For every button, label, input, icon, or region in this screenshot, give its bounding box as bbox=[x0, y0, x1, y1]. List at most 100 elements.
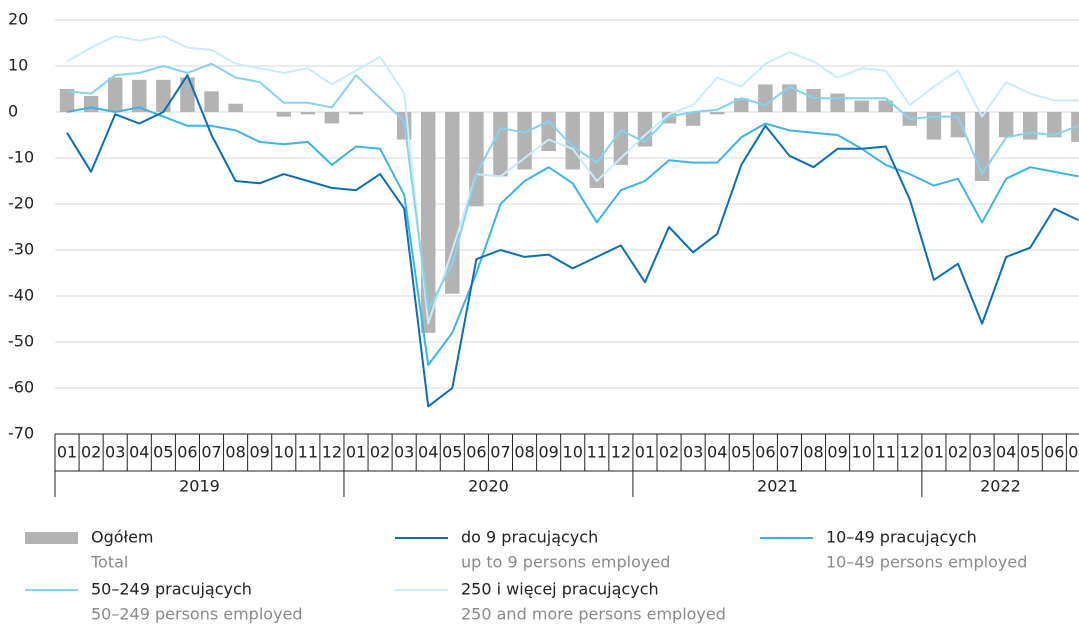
legend-label-en: 10–49 persons employed bbox=[826, 553, 1027, 572]
x-tick-label: 11 bbox=[298, 443, 318, 462]
x-tick-label: 05 bbox=[153, 443, 173, 462]
bar bbox=[998, 112, 1014, 138]
y-tick-label: 20 bbox=[8, 10, 28, 29]
bar bbox=[300, 112, 316, 115]
bar bbox=[348, 112, 364, 115]
line-series bbox=[66, 35, 1079, 325]
x-tick-label: 12 bbox=[900, 443, 920, 462]
x-tick-label: 05 bbox=[731, 443, 751, 462]
line-series bbox=[66, 62, 1079, 311]
bar bbox=[830, 93, 845, 112]
bar bbox=[950, 112, 966, 138]
bar bbox=[613, 112, 629, 165]
y-tick-label: -10 bbox=[8, 148, 34, 167]
x-tick-label: 12 bbox=[322, 443, 342, 462]
bar bbox=[758, 84, 773, 112]
legend-label: do 9 pracujących bbox=[461, 528, 598, 547]
bar bbox=[132, 79, 147, 112]
bar bbox=[782, 84, 797, 112]
bar bbox=[1047, 112, 1062, 138]
x-tick-label: 01 bbox=[57, 443, 77, 462]
year-label: 2022 bbox=[980, 477, 1021, 496]
legend-label-en: up to 9 persons employed bbox=[461, 553, 670, 572]
x-tick-label: 10 bbox=[563, 443, 583, 462]
x-tick-label: 11 bbox=[587, 443, 607, 462]
x-tick-label: 08 bbox=[514, 443, 534, 462]
y-tick-label: -40 bbox=[8, 286, 34, 305]
bar bbox=[1023, 112, 1038, 140]
x-tick-label: 04 bbox=[129, 443, 149, 462]
bar bbox=[974, 112, 990, 181]
x-tick-label: 09 bbox=[250, 443, 270, 462]
bar bbox=[926, 112, 942, 140]
bar bbox=[324, 112, 340, 124]
x-tick-label: 03 bbox=[394, 443, 414, 462]
x-tick-label: 05 bbox=[1020, 443, 1040, 462]
x-tick-label: 04 bbox=[707, 443, 727, 462]
bar bbox=[709, 112, 725, 115]
x-tick-label: 02 bbox=[81, 443, 101, 462]
year-label: 2019 bbox=[179, 477, 220, 496]
x-tick-label: 04 bbox=[996, 443, 1016, 462]
legend-label: Ogółem bbox=[91, 528, 154, 547]
legend-label-en: Total bbox=[90, 553, 128, 572]
y-tick-label: -20 bbox=[8, 194, 34, 213]
y-tick-label: -50 bbox=[8, 332, 34, 351]
y-tick-label: -60 bbox=[8, 378, 34, 397]
x-tick-label: 09 bbox=[827, 443, 847, 462]
bar bbox=[59, 89, 75, 112]
legend-label-en: 50–249 persons employed bbox=[91, 605, 303, 624]
bar bbox=[107, 77, 123, 112]
legend-label-en: 250 and more persons employed bbox=[461, 605, 726, 624]
x-tick-label: 07 bbox=[1068, 443, 1079, 462]
x-tick-label: 02 bbox=[370, 443, 390, 462]
x-tick-label: 10 bbox=[274, 443, 294, 462]
bar bbox=[228, 103, 243, 112]
bar bbox=[734, 98, 749, 112]
x-tick-label: 03 bbox=[972, 443, 992, 462]
bar bbox=[685, 112, 701, 126]
bar bbox=[878, 100, 893, 112]
x-tick-label: 01 bbox=[924, 443, 944, 462]
bar bbox=[854, 100, 869, 112]
x-tick-label: 06 bbox=[1044, 443, 1064, 462]
x-tick-label: 02 bbox=[659, 443, 679, 462]
bar bbox=[806, 89, 821, 112]
bar bbox=[276, 112, 291, 117]
line-series bbox=[66, 106, 1079, 366]
line-series bbox=[66, 74, 1079, 408]
x-tick-label: 01 bbox=[346, 443, 366, 462]
x-tick-label: 07 bbox=[201, 443, 221, 462]
x-tick-label: 01 bbox=[635, 443, 655, 462]
x-tick-label: 06 bbox=[755, 443, 775, 462]
x-tick-label: 07 bbox=[779, 443, 799, 462]
year-label: 2021 bbox=[757, 477, 798, 496]
x-tick-label: 03 bbox=[105, 443, 125, 462]
x-tick-label: 11 bbox=[876, 443, 896, 462]
x-tick-label: 08 bbox=[803, 443, 823, 462]
bar bbox=[156, 79, 171, 112]
x-tick-label: 10 bbox=[852, 443, 872, 462]
bar bbox=[493, 112, 508, 177]
x-tick-label: 06 bbox=[466, 443, 486, 462]
y-tick-label: 0 bbox=[8, 102, 18, 121]
y-tick-label: -30 bbox=[8, 240, 34, 259]
legend-swatch bbox=[25, 532, 78, 544]
bar bbox=[204, 91, 219, 112]
bar bbox=[83, 95, 99, 112]
y-tick-label: -70 bbox=[8, 424, 34, 443]
x-tick-label: 09 bbox=[538, 443, 558, 462]
legend-label: 50–249 pracujących bbox=[91, 580, 252, 599]
bar bbox=[541, 112, 556, 152]
year-label: 2020 bbox=[468, 477, 509, 496]
x-tick-label: 02 bbox=[948, 443, 968, 462]
y-tick-label: 10 bbox=[8, 56, 28, 75]
x-tick-label: 12 bbox=[611, 443, 631, 462]
legend-label: 250 i więcej pracujących bbox=[461, 580, 659, 599]
x-tick-label: 05 bbox=[442, 443, 462, 462]
x-tick-label: 04 bbox=[418, 443, 438, 462]
x-tick-label: 03 bbox=[683, 443, 703, 462]
bar bbox=[589, 112, 605, 188]
x-tick-label: 08 bbox=[225, 443, 245, 462]
